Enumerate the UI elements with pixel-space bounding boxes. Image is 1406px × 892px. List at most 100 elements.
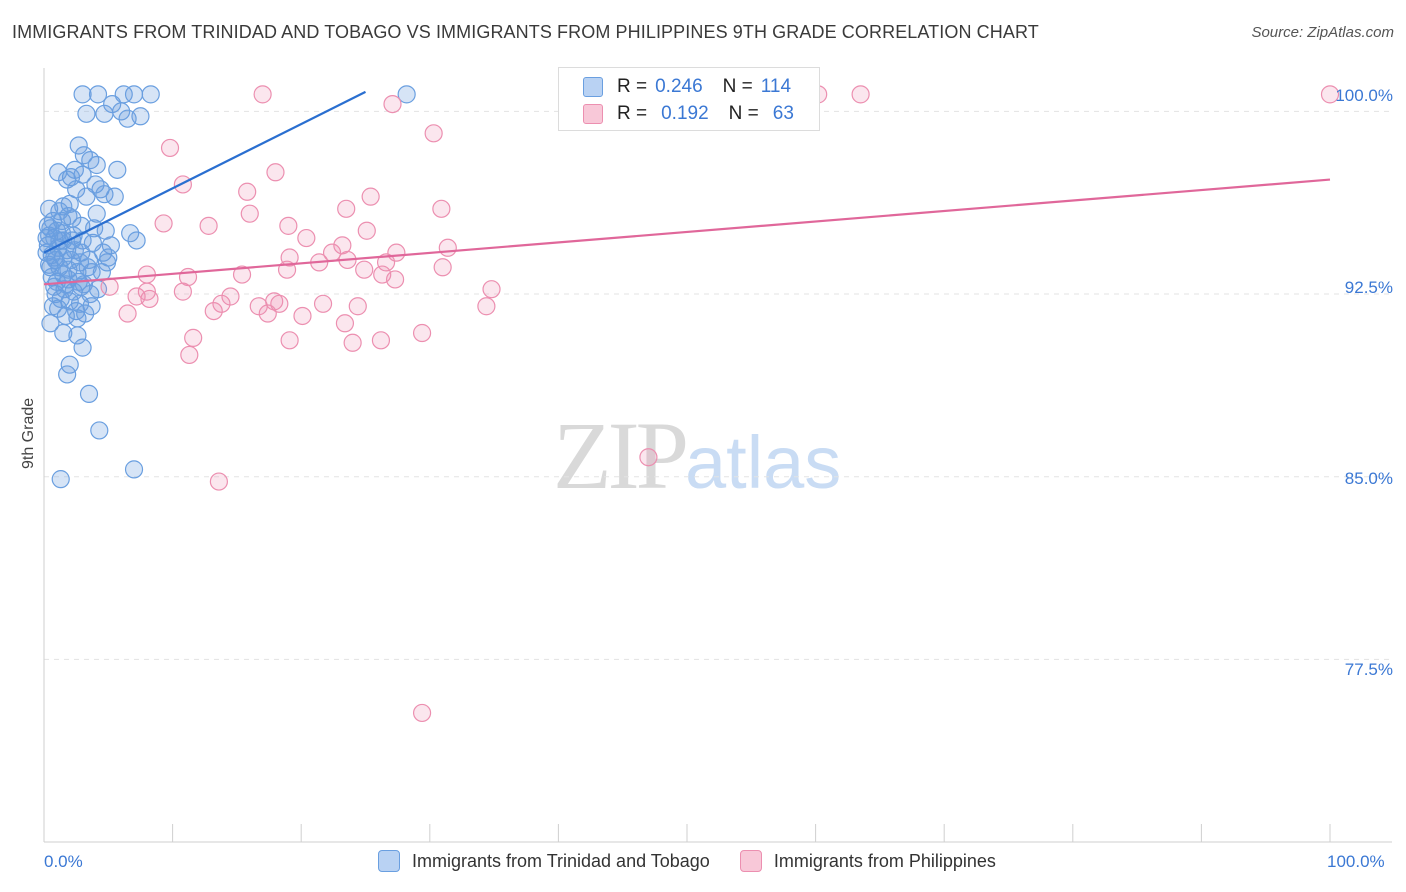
- philippines-point: [293, 306, 312, 326]
- philippines-point: [385, 270, 405, 289]
- philippines-point: [270, 294, 289, 313]
- trinidad-point: [51, 470, 70, 489]
- philippines-point: [212, 294, 231, 313]
- chart-title: IMMIGRANTS FROM TRINIDAD AND TOBAGO VS I…: [12, 22, 1039, 42]
- philippines-point: [313, 294, 333, 313]
- trinidad-point: [79, 384, 99, 403]
- philippines-trend-line: [43, 178, 1331, 286]
- trinidad-trend-line: [43, 90, 366, 254]
- watermark-atlas: atlas: [685, 421, 842, 504]
- philippines-point: [240, 204, 259, 223]
- philippines-point: [412, 323, 432, 343]
- philippines-point: [433, 258, 452, 277]
- series-legend-item[interactable]: Immigrants from Trinidad and Tobago: [378, 850, 710, 872]
- trinidad-point: [108, 160, 127, 179]
- y-axis-label: 9th Grade: [20, 397, 37, 469]
- philippines-point: [355, 260, 374, 279]
- legend-swatch: [583, 104, 603, 124]
- philippines-point: [199, 216, 218, 235]
- trinidad-point: [77, 187, 96, 206]
- legend-r-value: 0.246: [655, 76, 703, 97]
- philippines-point: [204, 301, 223, 321]
- legend-row-trinidad: R = 0.246 N = 114: [583, 74, 791, 100]
- philippines-point: [258, 304, 277, 323]
- trinidad-point: [41, 314, 60, 333]
- series-legend: Immigrants from Trinidad and Tobago Immi…: [378, 850, 1026, 872]
- philippines-point: [357, 221, 376, 240]
- trinidad-point: [95, 104, 114, 123]
- philippines-point: [1320, 85, 1340, 104]
- philippines-point: [383, 94, 402, 114]
- legend-r-label: R =: [617, 76, 648, 97]
- trinidad-point: [124, 460, 144, 479]
- philippines-point: [140, 289, 159, 309]
- philippines-point: [412, 703, 432, 723]
- trinidad-point: [127, 231, 146, 250]
- series-legend-item[interactable]: Immigrants from Philippines: [739, 850, 996, 872]
- y-tick-label: 92.5%: [1344, 278, 1393, 297]
- philippines-point: [280, 331, 299, 350]
- trinidad-point: [69, 136, 88, 155]
- trinidad-point: [141, 85, 160, 104]
- philippines-point: [432, 199, 451, 218]
- trinidad-point: [118, 109, 137, 128]
- trinidad-point: [52, 224, 72, 243]
- philippines-point: [424, 124, 443, 143]
- source-label: Source: ZipAtlas.com: [1251, 24, 1394, 41]
- series-legend-label: Immigrants from Philippines: [773, 850, 996, 871]
- legend-swatch: [739, 850, 762, 872]
- philippines-point: [639, 448, 658, 467]
- philippines-point: [160, 138, 180, 158]
- philippines-point: [180, 345, 199, 365]
- trinidad-point: [105, 187, 124, 206]
- philippines-point: [343, 333, 362, 352]
- philippines-point: [253, 85, 272, 104]
- philippines-point: [118, 304, 137, 323]
- philippines-point: [232, 265, 252, 284]
- trinidad-point: [87, 155, 106, 175]
- trinidad-point: [397, 85, 416, 104]
- philippines-point: [184, 328, 203, 347]
- data-points: [37, 85, 1340, 723]
- trinidad-point: [56, 275, 75, 294]
- philippines-point: [361, 187, 380, 206]
- trinidad-point: [99, 248, 118, 267]
- trinidad-point: [77, 104, 96, 123]
- trinidad-point: [121, 224, 140, 243]
- trinidad-point: [68, 309, 87, 328]
- trinidad-point: [124, 85, 144, 104]
- philippines-point: [348, 297, 367, 316]
- philippines-point: [266, 163, 285, 182]
- trinidad-point: [58, 365, 77, 384]
- y-tick-label: 85.0%: [1344, 469, 1393, 488]
- philippines-point: [337, 199, 356, 218]
- philippines-point: [173, 282, 192, 301]
- philippines-point: [477, 297, 496, 316]
- philippines-point: [209, 472, 228, 491]
- legend-r-label: R =: [617, 103, 648, 124]
- trinidad-point: [73, 338, 92, 357]
- philippines-point: [279, 216, 298, 235]
- legend-n-value: 114: [760, 76, 792, 97]
- philippines-point: [335, 314, 355, 333]
- philippines-point: [482, 280, 501, 299]
- legend-row-philippines: R = 0.192 N = 63: [583, 101, 794, 127]
- legend-swatch: [378, 850, 400, 872]
- philippines-point: [173, 175, 192, 194]
- legend-n-label: N =: [728, 103, 759, 124]
- trinidad-point: [49, 299, 68, 318]
- stats-legend: R = 0.246 N = 114 R = 0.192 N = 63: [558, 67, 820, 131]
- y-tick-label: 77.5%: [1344, 660, 1393, 679]
- trend-lines: [43, 90, 1331, 286]
- trinidad-point: [78, 258, 97, 277]
- philippines-point: [851, 85, 870, 104]
- legend-r-value: 0.192: [661, 103, 709, 124]
- trinidad-point: [88, 85, 108, 104]
- philippines-point: [154, 214, 173, 233]
- philippines-point: [371, 331, 391, 350]
- watermark: ZIPatlas: [553, 400, 841, 511]
- legend-swatch: [583, 77, 603, 97]
- trinidad-point: [41, 258, 60, 277]
- legend-n-value: 63: [772, 103, 794, 124]
